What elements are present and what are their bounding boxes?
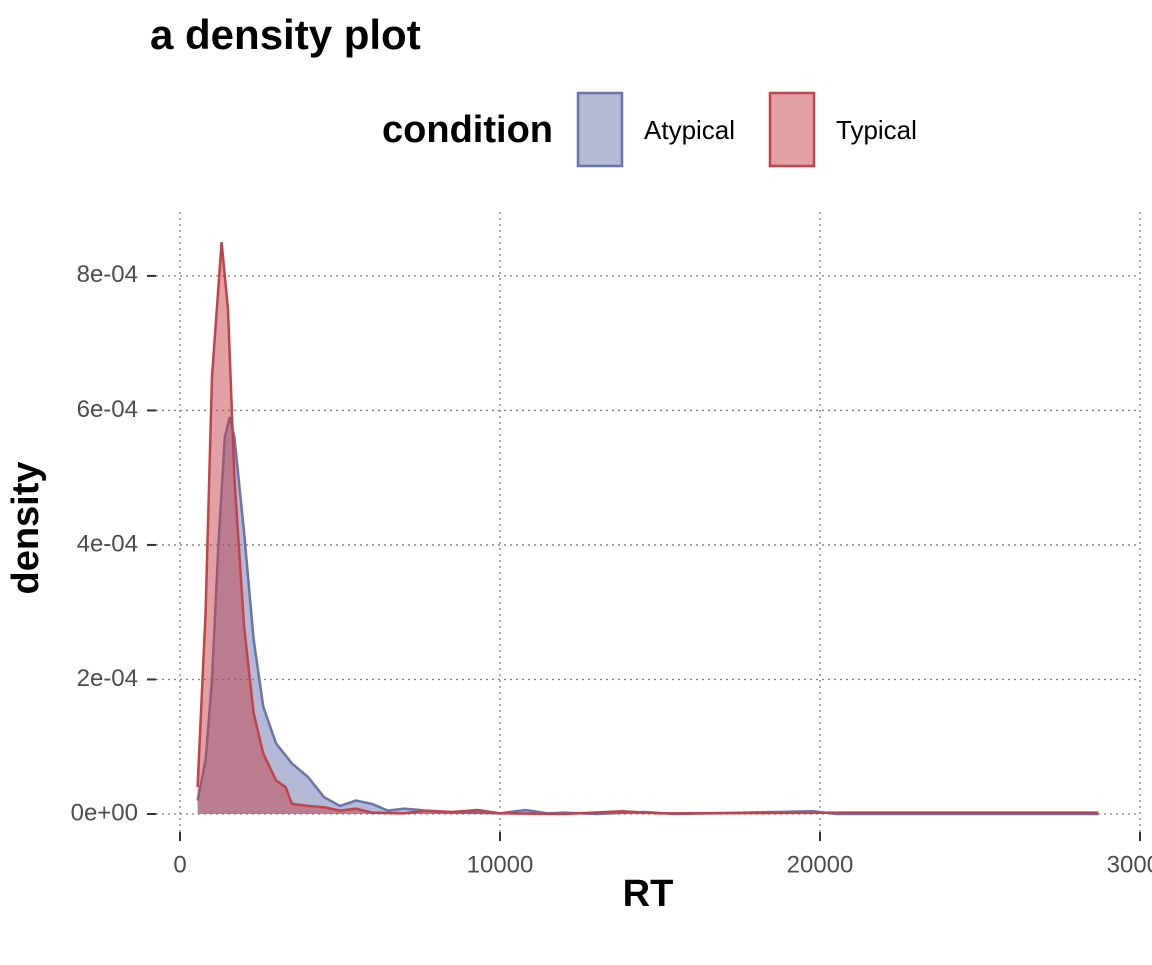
- x-tick-label: 0: [173, 851, 186, 878]
- legend-key: [768, 91, 816, 168]
- density-area: [197, 242, 1099, 814]
- legend-label: Typical: [836, 115, 917, 145]
- legend-label: Atypical: [644, 115, 735, 145]
- x-tick-label: 30000: [1107, 851, 1152, 878]
- x-axis-label: RT: [623, 873, 674, 915]
- x-tick-label: 20000: [787, 851, 854, 878]
- legend-title: condition: [382, 109, 553, 151]
- chart-title: a density plot: [150, 11, 421, 58]
- y-tick-label: 2e-04: [77, 665, 138, 692]
- y-tick-label: 8e-04: [77, 261, 138, 288]
- x-tick-label: 10000: [467, 851, 534, 878]
- y-tick-label: 0e+00: [71, 799, 138, 826]
- density-area: [197, 417, 1099, 814]
- density-line: [196, 416, 1099, 816]
- legend-key: [576, 91, 624, 168]
- y-axis-label: density: [5, 461, 47, 594]
- density-line: [196, 242, 1099, 816]
- y-tick-label: 4e-04: [77, 530, 138, 557]
- y-tick-label: 6e-04: [77, 396, 138, 423]
